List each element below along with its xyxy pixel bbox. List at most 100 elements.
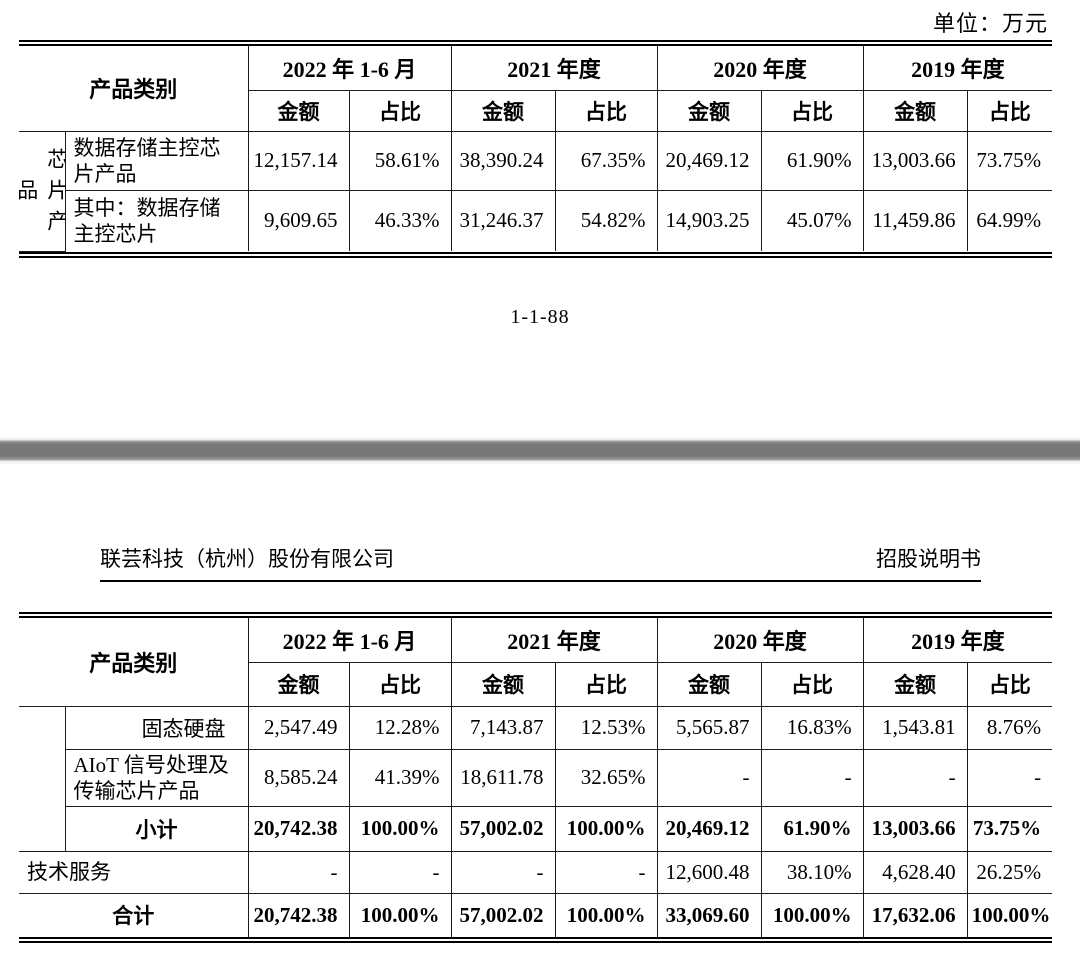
ratio-header: 占比 bbox=[966, 89, 1053, 132]
table-cell: - bbox=[348, 850, 452, 894]
amount-header: 金额 bbox=[862, 89, 968, 132]
table-cell: - bbox=[966, 748, 1053, 807]
row-label: 固态硬盘 bbox=[64, 705, 249, 750]
table-cell: 13,003.66 bbox=[862, 805, 968, 852]
table-cell: 20,469.12 bbox=[656, 805, 762, 852]
table-cell: 4,628.40 bbox=[862, 850, 968, 894]
table-cell: 13,003.66 bbox=[862, 130, 968, 191]
period-header-2021: 2021 年度 bbox=[450, 618, 658, 663]
table-cell: 54.82% bbox=[554, 189, 658, 251]
table-cell: 14,903.25 bbox=[656, 189, 762, 251]
product-category-header: 产品类别 bbox=[19, 618, 249, 707]
ratio-header: 占比 bbox=[348, 89, 452, 132]
table-cell: 100.00% bbox=[554, 892, 658, 937]
row-label: 小计 bbox=[65, 805, 249, 852]
chip-products-group-label: 芯片产品 bbox=[19, 130, 66, 252]
page-number: 1-1-88 bbox=[510, 306, 570, 328]
table-cell: - bbox=[450, 850, 556, 894]
table-cell: 20,742.38 bbox=[247, 892, 350, 937]
table-cell: 2,547.49 bbox=[247, 705, 350, 750]
total-row: 合计 20,742.38 100.00% 57,002.02 100.00% 3… bbox=[19, 892, 1053, 937]
amount-header: 金额 bbox=[248, 661, 350, 707]
table-cell: - bbox=[862, 748, 968, 807]
row-label: 其中：数据存储主控芯片 bbox=[65, 189, 249, 251]
table-cell: 12,157.14 bbox=[247, 130, 350, 191]
table-cell: 16.83% bbox=[760, 705, 864, 750]
table-cell: 100.00% bbox=[554, 805, 658, 852]
period-header-2019: 2019 年度 bbox=[862, 618, 1053, 663]
table-cell: 58.61% bbox=[348, 130, 452, 191]
amount-header: 金额 bbox=[450, 89, 556, 132]
table-row: AIoT 信号处理及传输芯片产品 8,585.24 41.39% 18,611.… bbox=[19, 748, 1053, 807]
table-cell: 26.25% bbox=[966, 850, 1053, 894]
table-cell: 38.10% bbox=[760, 850, 864, 894]
ratio-header: 占比 bbox=[554, 89, 658, 132]
page-break-separator bbox=[0, 437, 1080, 464]
table-cell: 8.76% bbox=[966, 705, 1053, 750]
table-cell: 12,600.48 bbox=[656, 850, 762, 894]
group-continuation-cell bbox=[19, 705, 66, 852]
table-cell: 7,143.87 bbox=[450, 705, 556, 750]
amount-header: 金额 bbox=[450, 661, 556, 707]
amount-header: 金额 bbox=[862, 661, 968, 707]
page-header: 联芸科技（杭州）股份有限公司 招股说明书 bbox=[100, 543, 981, 582]
revenue-table-bottom: 产品类别 2022 年 1-6 月 2021 年度 2020 年度 2019 年… bbox=[19, 612, 1053, 943]
row-label: 数据存储主控芯片产品 bbox=[64, 130, 249, 191]
table-cell: 73.75% bbox=[966, 805, 1053, 852]
row-label: 技术服务 bbox=[19, 850, 249, 894]
table-cell: 12.28% bbox=[348, 705, 452, 750]
ratio-header: 占比 bbox=[760, 89, 864, 132]
row-label: 合计 bbox=[19, 892, 249, 937]
table-cell: - bbox=[656, 748, 762, 807]
table-cell: 32.65% bbox=[554, 748, 658, 807]
table-cell: 64.99% bbox=[966, 189, 1053, 251]
table-cell: 46.33% bbox=[348, 189, 452, 251]
table-row: 芯片产品 数据存储主控芯片产品 12,157.14 58.61% 38,390.… bbox=[19, 130, 1053, 252]
company-name: 联芸科技（杭州）股份有限公司 bbox=[100, 547, 394, 571]
table-cell: 33,069.60 bbox=[656, 892, 762, 937]
amount-header: 金额 bbox=[248, 89, 350, 132]
table-cell: - bbox=[247, 850, 350, 894]
table-cell: 61.90% bbox=[760, 805, 864, 852]
table-cell: 18,611.78 bbox=[450, 748, 556, 807]
table-cell: 41.39% bbox=[348, 748, 452, 807]
table-cell: 100.00% bbox=[760, 892, 864, 937]
table-cell: 45.07% bbox=[760, 189, 864, 251]
ratio-header: 占比 bbox=[348, 661, 452, 707]
table-cell: 61.90% bbox=[760, 130, 864, 191]
table-cell: 38,390.24 bbox=[450, 130, 556, 191]
table-cell: - bbox=[554, 850, 658, 894]
table-row: 固态硬盘 2,547.49 12.28% 7,143.87 12.53% 5,5… bbox=[19, 705, 1053, 852]
table-cell: 73.75% bbox=[966, 130, 1053, 191]
doc-type-label: 招股说明书 bbox=[876, 547, 981, 571]
table-cell: 12.53% bbox=[554, 705, 658, 750]
period-header-2022: 2022 年 1-6 月 bbox=[247, 618, 452, 663]
revenue-table-top: 产品类别 2022 年 1-6 月 2021 年度 2020 年度 2019 年… bbox=[19, 40, 1053, 258]
table-cell: 11,459.86 bbox=[862, 189, 968, 251]
table-cell: 57,002.02 bbox=[450, 892, 556, 937]
period-header-2020: 2020 年度 bbox=[656, 46, 864, 91]
table-row: 技术服务 - - - - 12,600.48 38.10% 4,628.40 2… bbox=[19, 850, 1053, 894]
period-header-2020: 2020 年度 bbox=[656, 618, 864, 663]
period-header-2019: 2019 年度 bbox=[862, 46, 1053, 91]
table-cell: 20,469.12 bbox=[656, 130, 762, 191]
amount-header: 金额 bbox=[656, 89, 762, 132]
subtotal-row: 小计 20,742.38 100.00% 57,002.02 100.00% 2… bbox=[19, 805, 1053, 852]
ratio-header: 占比 bbox=[966, 661, 1053, 707]
table-cell: 8,585.24 bbox=[247, 748, 350, 807]
amount-header: 金额 bbox=[656, 661, 762, 707]
table-cell: 1,543.81 bbox=[862, 705, 968, 750]
table-row: 其中：数据存储主控芯片 9,609.65 46.33% 31,246.37 54… bbox=[19, 189, 1053, 251]
ratio-header: 占比 bbox=[760, 661, 864, 707]
table-cell: 5,565.87 bbox=[656, 705, 762, 750]
table-cell: 67.35% bbox=[554, 130, 658, 191]
table-cell: 9,609.65 bbox=[247, 189, 350, 251]
table-cell: 100.00% bbox=[348, 805, 452, 852]
table-cell: - bbox=[760, 748, 864, 807]
table-cell: 57,002.02 bbox=[450, 805, 556, 852]
unit-label: 单位：万元 bbox=[932, 11, 1048, 36]
row-label: AIoT 信号处理及传输芯片产品 bbox=[65, 748, 249, 807]
table-cell: 20,742.38 bbox=[247, 805, 350, 852]
period-header-2022: 2022 年 1-6 月 bbox=[247, 46, 452, 91]
product-category-header: 产品类别 bbox=[19, 46, 249, 132]
